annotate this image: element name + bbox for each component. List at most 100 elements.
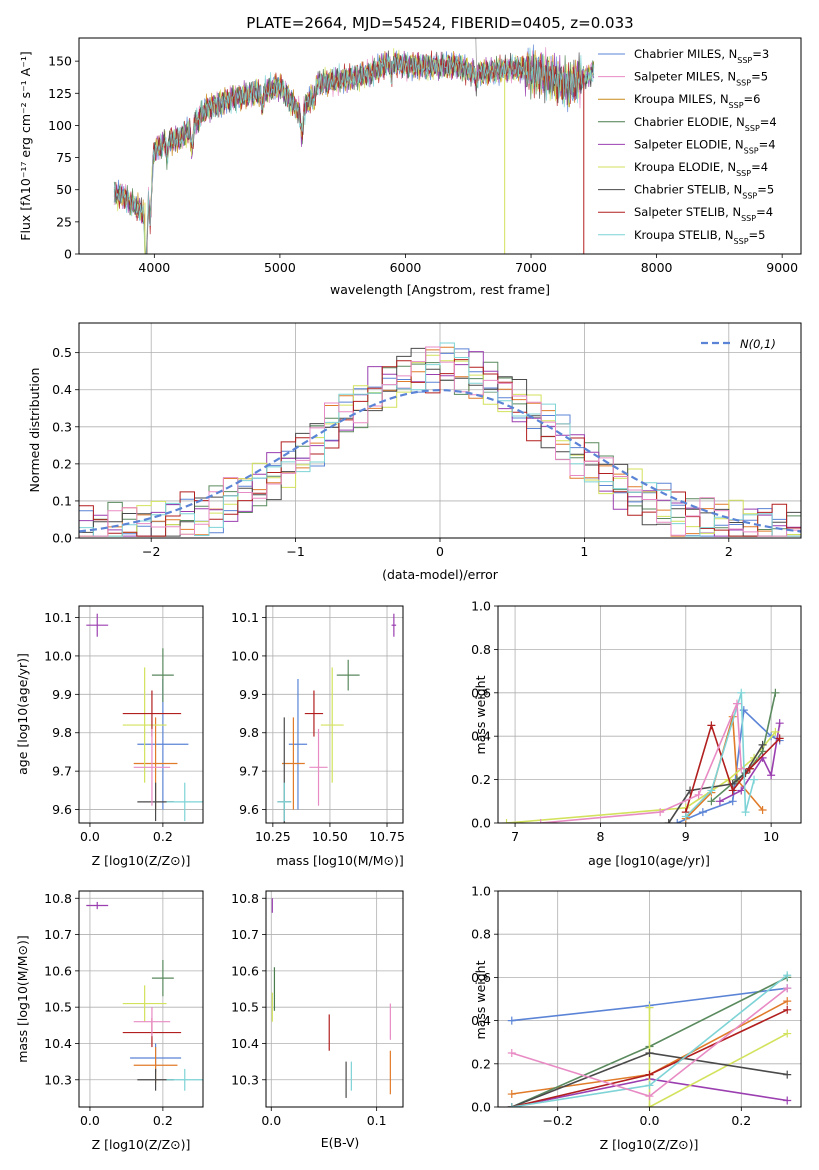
weight-vs-z-series-4-marker-2	[783, 1029, 792, 1038]
weight-vs-z-series-0-marker-0	[507, 1016, 516, 1025]
weight-vs-z-ytick-label-4: 0.8	[471, 927, 491, 942]
spectrum-ytick-label-6: 150	[48, 54, 72, 69]
weight-vs-age-series-1-marker-4	[758, 805, 767, 814]
weight-vs-age-xtick-label-0: 7	[511, 829, 519, 844]
spectrum-legend-sub-7: SSP	[741, 214, 756, 223]
weight-vs-z-plot-area: −0.2 0.0 0.2 0.0 0.2 0.4 0.6 0.8 1.0	[471, 884, 802, 1128]
mass-vs-z-plot-area: 0.0 0.2 10.3 10.4 10.5 10.6 10.7 10.8	[44, 890, 204, 1128]
weight-vs-z-ytick-label-1: 0.2	[471, 1056, 491, 1071]
residuals-legend-label: N(0,1)	[740, 337, 776, 351]
weight-vs-age-series-3-marker-0	[715, 797, 724, 806]
age-vs-mass-xlabel: mass [log10(M/M⊙)]	[276, 853, 404, 868]
weight-vs-z-ytick-label-5: 1.0	[471, 884, 491, 899]
weight-vs-age-series-4-marker-4	[771, 727, 780, 736]
mass-vs-ebv-ytick-label-2: 10.5	[231, 1000, 259, 1015]
residuals-xtick-label-4: 2	[725, 544, 733, 559]
weight-vs-age-series-7-marker-0	[681, 812, 690, 821]
spectrum-halpha-spike	[475, 38, 478, 85]
weight-vs-age-series-0-marker-1	[698, 808, 707, 817]
weight-vs-age-series-3-marker-4	[775, 719, 784, 728]
spectrum-title: PLATE=2664, MJD=54524, FIBERID=0405, z=0…	[246, 14, 633, 32]
age-vs-z-panel: 0.0 0.2 9.6 9.7 9.8 9.9 10.0 10.1 Z [log10(Z/Z⊙…	[15, 605, 204, 868]
spectrum-xtick-label-3: 7000	[515, 260, 547, 275]
spectrum-xtick-label-0: 4000	[138, 260, 170, 275]
spectrum-legend-label-3: Chabrier ELODIE, NSSP=4	[634, 115, 777, 133]
weight-vs-age-ytick-label-4: 0.8	[471, 642, 491, 657]
weight-vs-z-frame	[497, 890, 802, 1108]
weight-vs-z-ylabel: mass weight	[473, 960, 488, 1039]
spectrum-ytick-label-1: 25	[56, 214, 72, 229]
spectrum-xtick-label-5: 9000	[766, 260, 798, 275]
weight-vs-z-series-5-marker-2	[783, 1070, 792, 1079]
spectrum-legend-label-8: Kroupa STELIB, NSSP=5	[634, 228, 765, 246]
spectrum-tail-8	[583, 64, 595, 84]
weight-vs-age-series-8-marker-3	[732, 699, 741, 708]
mass-vs-ebv-points	[271, 898, 391, 1098]
weight-vs-age-panel: 7 8 9 10 0.0 0.2 0.4 0.6 0.8 1.0 age [log10(age/y…	[471, 599, 802, 868]
weight-vs-age-ytick-label-5: 1.0	[471, 599, 491, 614]
weight-vs-age-xlabel: age [log10(age/yr)]	[588, 853, 710, 868]
age-vs-z-frame	[78, 605, 204, 824]
weight-vs-z-series-6-marker-2	[783, 1005, 792, 1014]
spectrum-legend-sub-5: SSP	[736, 169, 751, 178]
age-vs-z-xtick-label-1: 0.2	[153, 829, 173, 844]
weight-vs-z-series-4-marker-1	[645, 1103, 654, 1107]
weight-vs-z-lines	[507, 971, 792, 1107]
spectrum-legend-sub-2: SSP	[729, 101, 744, 110]
mass-vs-z-frame	[78, 890, 204, 1108]
age-vs-mass-xtick-label-2: 10.75	[369, 829, 405, 844]
age-vs-z-ytick-label-0: 9.6	[52, 802, 72, 817]
residuals-frame	[78, 322, 802, 539]
weight-vs-z-series-6-marker-1	[645, 1070, 654, 1079]
spectrum-xlabel: wavelength [Angstrom, rest frame]	[330, 282, 550, 297]
spectrum-ytick-label-2: 50	[56, 182, 72, 197]
age-vs-mass-plot-area: 10.25 10.50 10.75 9.6 9.7 9.8 9.9 10.0 10.1	[231, 605, 405, 844]
spectrum-xtick-label-2: 6000	[390, 260, 422, 275]
weight-vs-age-xtick-label-1: 8	[596, 829, 604, 844]
residuals-ytick-label-2: 0.2	[52, 456, 72, 471]
age-vs-mass-ytick-label-5: 10.1	[231, 610, 259, 625]
weight-vs-z-ytick-label-3: 0.6	[471, 970, 491, 985]
weight-vs-age-frame	[497, 605, 802, 824]
residuals-xtick-label-2: 0	[436, 544, 444, 559]
mass-vs-z-xtick-label-1: 0.2	[153, 1113, 173, 1128]
weight-vs-z-series-4-marker-0	[645, 1003, 654, 1012]
weight-vs-age-ylabel: mass weight	[473, 675, 488, 754]
weight-vs-z-ytick-label-0: 0.0	[471, 1100, 491, 1115]
weight-vs-age-ytick-label-2: 0.4	[471, 729, 491, 744]
residuals-histogram-8	[79, 346, 801, 537]
age-vs-mass-ytick-label-4: 10.0	[231, 648, 259, 663]
residuals-ylabel: Normed distribution	[27, 368, 42, 493]
mass-vs-z-ytick-label-5: 10.8	[44, 891, 72, 906]
spectrum-ytick-label-4: 100	[48, 118, 72, 133]
spectrum-legend-sub-1: SSP	[736, 78, 751, 87]
residuals-xtick-label-1: −1	[286, 544, 304, 559]
mass-vs-ebv-ytick-label-3: 10.6	[231, 963, 259, 978]
weight-vs-z-xlabel: Z [log10(Z/Z⊙)]	[600, 1137, 699, 1152]
weight-vs-z-panel: −0.2 0.0 0.2 0.0 0.2 0.4 0.6 0.8 1.0 Z [log10(Z/…	[471, 884, 802, 1152]
residuals-normal-curve	[79, 388, 801, 533]
weight-vs-z-series-1-marker-2	[783, 997, 792, 1006]
spectrum-legend-label-6: Chabrier STELIB, NSSP=5	[634, 183, 774, 201]
spectrum-legend-sub-3: SSP	[745, 123, 760, 132]
weight-vs-age-series-8-marker-2	[694, 790, 703, 799]
residuals-ytick-label-5: 0.5	[52, 345, 72, 360]
residuals-histogram-6	[79, 359, 801, 537]
spectrum-legend-sub-8: SSP	[734, 236, 749, 245]
weight-vs-age-plot-area: 7 8 9 10 0.0 0.2 0.4 0.6 0.8 1.0	[471, 599, 802, 844]
spectrum-legend-label-7: Salpeter STELIB, NSSP=4	[634, 205, 773, 223]
weight-vs-age-series-8-marker-0	[536, 819, 545, 823]
mass-vs-z-panel: 0.0 0.2 10.3 10.4 10.5 10.6 10.7 10.8 Z [log10(…	[15, 890, 204, 1152]
mass-vs-ebv-xlabel: E(B-V)	[321, 1135, 360, 1150]
mass-vs-ebv-xtick-label-1: 0.1	[367, 1113, 387, 1128]
mass-vs-ebv-xtick-label-0: 0.0	[261, 1113, 281, 1128]
spectrum-xtick-label-4: 8000	[641, 260, 673, 275]
age-vs-mass-ytick-label-1: 9.7	[239, 764, 259, 779]
weight-vs-age-series-7-marker-4	[750, 775, 759, 784]
weight-vs-age-series-6-marker-1	[707, 721, 716, 730]
mass-vs-ebv-plot-area: 0.0 0.1 10.3 10.4 10.5 10.6 10.7 10.8	[231, 890, 404, 1128]
spectrum-panel: PLATE=2664, MJD=54524, FIBERID=0405, z=0…	[18, 14, 802, 297]
mass-vs-z-ytick-label-4: 10.7	[44, 927, 72, 942]
mass-vs-z-ytick-label-0: 10.3	[44, 1072, 72, 1087]
weight-vs-z-series-7-marker-2	[783, 971, 792, 980]
